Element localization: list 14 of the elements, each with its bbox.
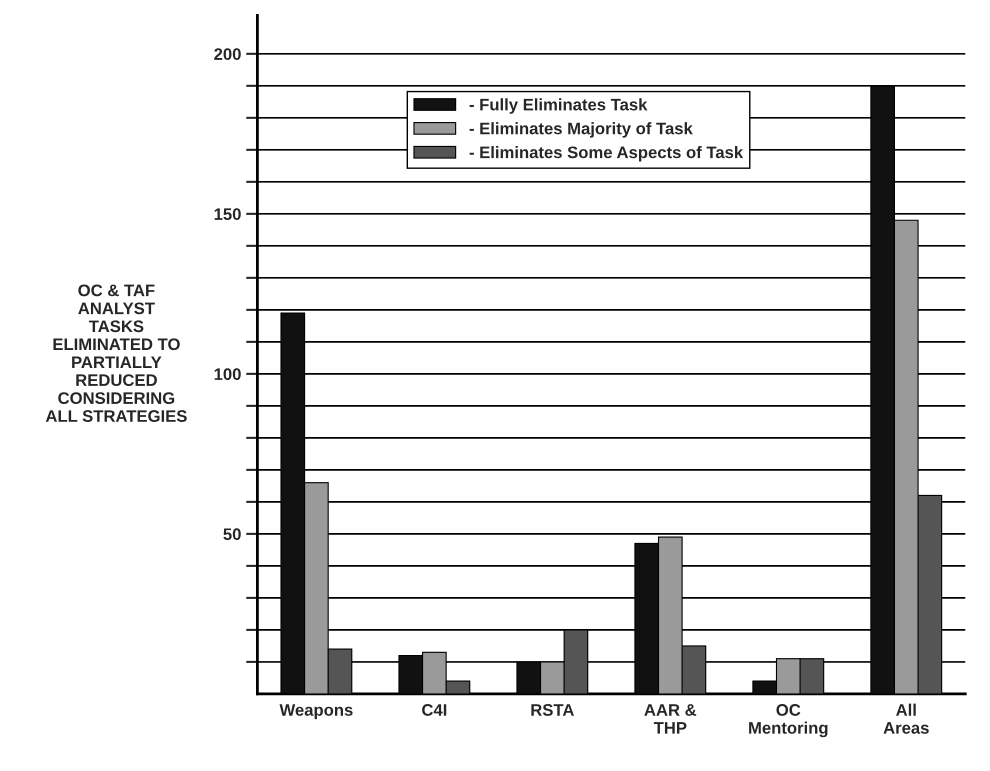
x-tick-label: AAR & THP xyxy=(644,704,696,734)
x-tick-label: C4I xyxy=(422,704,446,716)
x-tick-label: All Areas xyxy=(884,704,929,734)
y-tick-label: 50 xyxy=(223,528,241,540)
y-axis-title: OC & TAF ANALYST TASKS ELIMINATED TO PARTIALLY REDUCED CONSIDERING ALL STRATEGIES xyxy=(46,284,187,422)
x-tick-label: Weapons xyxy=(280,704,353,720)
legend-label: - Fully Eliminates Task xyxy=(470,98,648,114)
x-tick-label: RSTA xyxy=(531,704,574,716)
x-tick-label: OC Mentoring xyxy=(749,704,828,738)
y-tick-label: 100 xyxy=(214,368,241,380)
y-tick-label: 150 xyxy=(214,208,241,220)
legend-label: - Eliminates Majority of Task xyxy=(470,122,693,138)
legend-label: - Eliminates Some Aspects of Task xyxy=(470,146,744,162)
y-tick-label: 200 xyxy=(214,48,241,60)
